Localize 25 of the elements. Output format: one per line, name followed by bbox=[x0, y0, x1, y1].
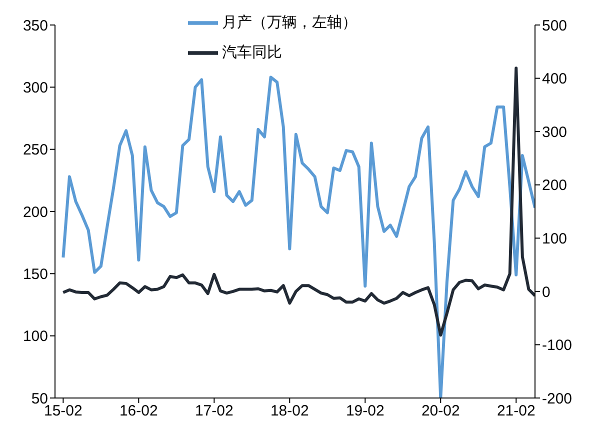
y2-tick-label: 300 bbox=[542, 124, 568, 141]
y2-tick-label: 0 bbox=[542, 284, 550, 301]
x-tick-label: 17-02 bbox=[194, 402, 234, 420]
y2-tick-label: 400 bbox=[542, 70, 568, 88]
x-tick-label: 18-02 bbox=[270, 402, 309, 420]
y-tick-label: 350 bbox=[22, 17, 48, 34]
y2-tick-label: 100 bbox=[542, 230, 568, 248]
y2-tick-label: 200 bbox=[542, 177, 568, 194]
y-tick-label: 200 bbox=[22, 204, 48, 221]
y2-tick-label: -200 bbox=[542, 390, 572, 408]
y-tick-label: 150 bbox=[22, 266, 48, 283]
x-tick-label: 15-02 bbox=[44, 402, 82, 420]
legend-label: 月产（万辆，左轴） bbox=[222, 14, 357, 31]
y2-tick-label: 500 bbox=[542, 17, 568, 34]
x-tick-label: 20-02 bbox=[421, 402, 460, 420]
x-tick-label: 19-02 bbox=[346, 402, 384, 420]
y-tick-label: 250 bbox=[22, 142, 48, 159]
y-tick-label: 100 bbox=[22, 328, 48, 346]
y2-tick-label: -100 bbox=[542, 337, 572, 354]
x-tick-label: 16-02 bbox=[119, 402, 158, 420]
legend-label: 汽车同比 bbox=[222, 44, 282, 61]
line-series bbox=[62, 76, 535, 398]
x-tick-label: 21-02 bbox=[496, 402, 536, 420]
y-tick-label: 300 bbox=[22, 79, 48, 96]
line-series bbox=[62, 66, 535, 337]
